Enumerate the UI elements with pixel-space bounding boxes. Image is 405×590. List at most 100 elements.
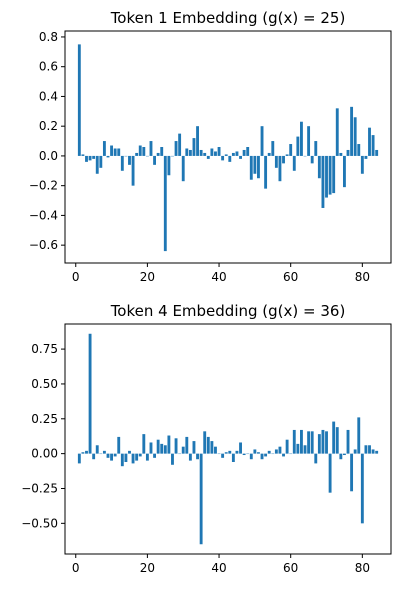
bar — [296, 443, 300, 454]
x-tick-label: 0 — [72, 270, 80, 284]
bar — [117, 436, 121, 454]
y-tick-label: −0.25 — [21, 481, 58, 495]
x-axis: 0 20 40 60 80 — [72, 554, 370, 575]
bar — [210, 148, 214, 156]
bar — [128, 450, 131, 454]
bar — [350, 106, 354, 156]
bar — [192, 441, 196, 454]
bar — [160, 443, 164, 454]
bar — [113, 148, 117, 156]
bar — [282, 155, 285, 164]
bar — [153, 453, 156, 458]
bar — [167, 155, 171, 176]
bar — [325, 431, 328, 454]
y-tick-label: −0.50 — [21, 516, 58, 530]
y-axis: −0.50 −0.25 0.00 0.25 0.50 0.75 — [21, 342, 65, 530]
y-tick-label: 0.2 — [39, 119, 58, 133]
bar — [106, 453, 110, 458]
bar — [307, 431, 311, 454]
bar — [102, 450, 106, 454]
bar — [360, 453, 364, 524]
bar — [328, 155, 332, 195]
chart-title: Token 4 Embedding (g(x) = 36) — [110, 302, 346, 320]
bar — [196, 126, 199, 156]
bar — [85, 155, 88, 162]
bar — [231, 152, 235, 156]
bar — [199, 453, 203, 545]
y-tick-label: 0.25 — [31, 412, 58, 426]
bar — [181, 155, 185, 182]
bar — [242, 453, 246, 456]
bar — [145, 453, 149, 461]
bar — [300, 121, 303, 156]
bar — [163, 155, 167, 252]
bar — [124, 453, 128, 462]
bar — [131, 453, 135, 464]
bar — [321, 429, 325, 454]
bar — [92, 453, 96, 460]
bar — [81, 452, 85, 454]
y-tick-label: −0.6 — [29, 238, 58, 252]
x-tick-label: 40 — [211, 270, 226, 284]
bar — [292, 155, 296, 171]
bar — [110, 453, 114, 461]
bar — [292, 429, 296, 454]
bar — [206, 155, 210, 159]
bar — [278, 446, 282, 454]
bar — [360, 155, 364, 174]
y-tick-label: −0.2 — [29, 179, 58, 193]
bar — [88, 333, 92, 454]
bar — [128, 155, 131, 165]
bar — [235, 450, 239, 454]
bar — [296, 136, 300, 156]
bar — [85, 450, 88, 454]
bar — [278, 155, 282, 182]
bar — [206, 436, 210, 454]
bar — [203, 152, 207, 156]
bar — [368, 445, 371, 454]
bar — [81, 154, 85, 156]
bar — [335, 427, 339, 454]
bar — [264, 155, 268, 189]
bar — [221, 155, 225, 161]
bar — [95, 445, 99, 454]
chart-panel-token-1: Token 1 Embedding (g(x) = 25) −0.6−0.4−0… — [29, 9, 392, 284]
bar — [371, 135, 375, 156]
bar-series — [77, 44, 379, 252]
bar — [271, 141, 275, 156]
bar — [325, 155, 328, 198]
bar — [188, 149, 192, 156]
x-tick-label: 60 — [283, 270, 298, 284]
x-tick-label: 40 — [211, 561, 226, 575]
bar — [224, 452, 228, 454]
y-tick-label: 0.00 — [31, 447, 58, 461]
bar — [174, 141, 178, 156]
bar — [171, 453, 174, 465]
bar-series — [77, 333, 379, 545]
bar — [285, 439, 289, 454]
chart-panel-token-4: Token 4 Embedding (g(x) = 36) −0.50 −0.25… — [21, 302, 392, 575]
bar — [346, 149, 350, 156]
bar — [282, 453, 285, 457]
x-tick-label: 60 — [283, 561, 298, 575]
bar — [199, 149, 203, 156]
y-tick-label: 0.6 — [39, 60, 58, 74]
bar — [274, 155, 278, 168]
bar — [228, 450, 232, 454]
x-axis: 0 20 40 60 80 — [72, 263, 370, 284]
bar — [314, 141, 318, 156]
bar — [246, 147, 250, 156]
bar — [235, 151, 239, 156]
bar — [310, 431, 314, 454]
bar — [264, 453, 268, 457]
bar — [239, 442, 242, 454]
bar — [353, 449, 357, 454]
bar — [332, 155, 336, 194]
chart-title: Token 1 Embedding (g(x) = 25) — [110, 9, 346, 27]
bar — [314, 453, 318, 464]
bar — [221, 453, 225, 458]
bar — [300, 429, 303, 454]
bar — [185, 436, 189, 454]
x-tick-label: 80 — [355, 561, 370, 575]
